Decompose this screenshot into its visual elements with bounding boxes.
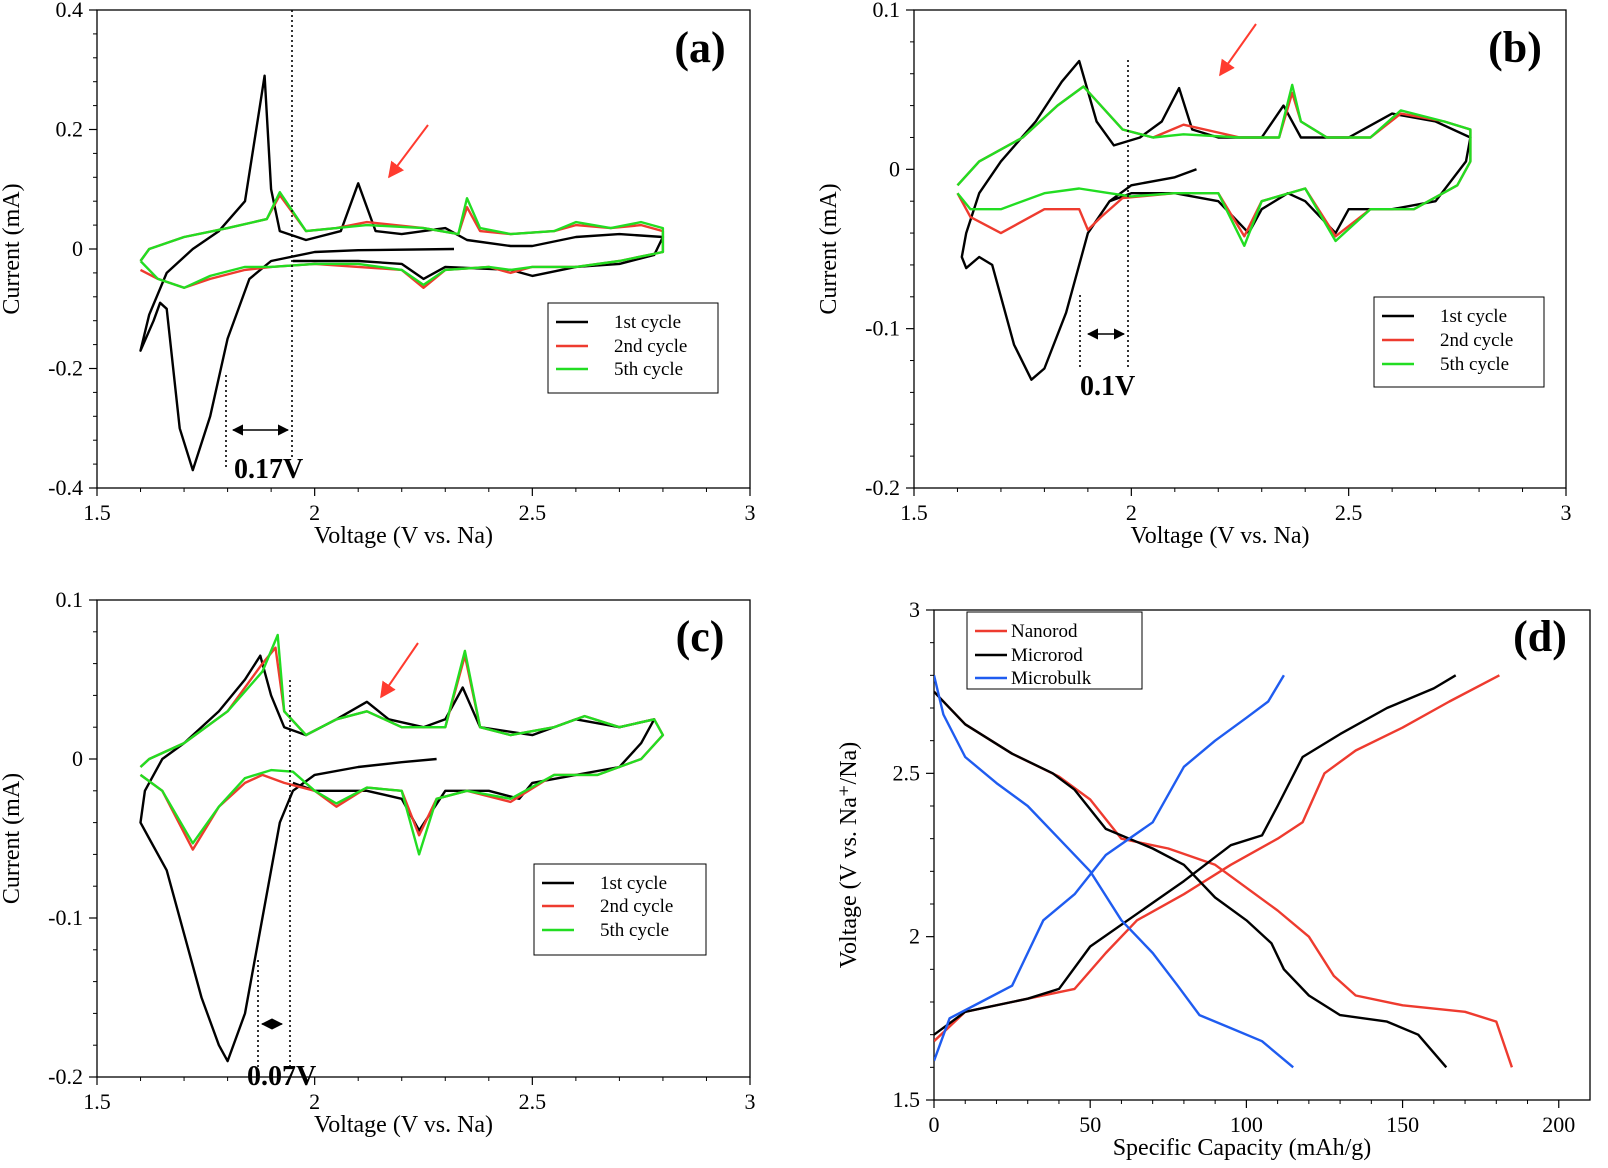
legend-label: 5th cycle — [600, 920, 669, 941]
legend-label: Nanorod — [1011, 621, 1078, 642]
panel-label: (b) — [1488, 23, 1542, 72]
legend-box — [1373, 296, 1545, 388]
x-tick-label: 150 — [1386, 1112, 1419, 1137]
legend-label: 1st cycle — [1440, 306, 1507, 327]
x-tick-label: 3 — [1561, 500, 1572, 525]
x-tick-label: 3 — [745, 500, 756, 525]
y-tick-label: -0.1 — [865, 316, 900, 341]
series-line-microbulk — [934, 675, 1294, 1069]
series-line-2nd-cycle — [956, 85, 1472, 238]
x-tick-label: 2.5 — [519, 1089, 547, 1114]
legend-label: 2nd cycle — [1440, 330, 1513, 351]
series-line-5th-cycle — [956, 83, 1472, 247]
y-axis-label: Voltage (V vs. Na⁺/Na) — [836, 742, 862, 968]
y-tick-label: 0.4 — [56, 0, 84, 22]
data-layer — [956, 59, 1472, 381]
series-line-microrod — [934, 690, 1448, 1069]
panel-b: 1.5 2 2.5 3 -0.2 -0.1 0 0.1 Voltage (V vs. Na) Cu… — [816, 0, 1572, 549]
series-line-5th-cycle — [139, 633, 665, 856]
x-axis-label: Specific Capacity (mAh/g) — [1113, 1135, 1372, 1161]
x-tick-label: 2 — [1126, 500, 1137, 525]
legend-label: 5th cycle — [614, 359, 683, 380]
y-tick-label: 0.1 — [873, 0, 901, 22]
voltage-gap-label: 0.17V — [234, 454, 303, 485]
x-axis-label: Voltage (V vs. Na) — [314, 523, 493, 549]
series-line-1st-cycle — [960, 59, 1472, 381]
x-tick-label: 1.5 — [83, 500, 111, 525]
y-tick-label: -0.1 — [48, 905, 83, 930]
y-axis-label: Current (mA) — [0, 773, 25, 904]
plot-frame — [913, 9, 1567, 489]
x-tick-label: 2.5 — [519, 500, 547, 525]
series-line-1st-cycle — [139, 74, 665, 472]
y-tick-label: 0.1 — [56, 587, 84, 612]
x-tick-label: 2 — [309, 1089, 320, 1114]
y-tick-label: 0 — [72, 746, 83, 771]
y-tick-label: -0.2 — [48, 356, 83, 381]
y-tick-label: -0.4 — [48, 475, 83, 500]
highlight-arrow — [1219, 23, 1257, 77]
legend-label: Microbulk — [1011, 668, 1092, 689]
y-tick-label: 0.2 — [56, 117, 84, 142]
legend-box — [966, 611, 1143, 690]
y-tick-label: 0 — [889, 156, 900, 181]
voltage-gap-label: 0.1V — [1080, 371, 1135, 402]
legend-label: 1st cycle — [614, 312, 681, 333]
legend-label: 2nd cycle — [600, 896, 673, 917]
series-line-nanorod — [934, 674, 1500, 1043]
x-axis-label: Voltage (V vs. Na) — [314, 1112, 493, 1138]
y-tick-label: 2 — [909, 924, 920, 949]
highlight-arrow — [388, 124, 429, 179]
series-line-microbulk — [934, 674, 1285, 1062]
legend-box — [533, 863, 707, 956]
x-tick-label: 2.5 — [1335, 500, 1363, 525]
series-line-5th-cycle — [139, 191, 665, 289]
y-tick-label: 2.5 — [893, 760, 921, 785]
y-tick-label: -0.2 — [48, 1064, 83, 1089]
y-axis-label: Current (mA) — [0, 183, 25, 314]
series-line-2nd-cycle — [139, 646, 665, 851]
panel-c: 1.5 2 2.5 3 -0.2 -0.1 0 0.1 Voltage (V vs. Na) Cu… — [0, 587, 756, 1138]
voltage-gap-label: 0.07V — [247, 1061, 316, 1092]
x-tick-label: 0 — [929, 1112, 940, 1137]
x-tick-label: 50 — [1079, 1112, 1101, 1137]
x-tick-label: 1.5 — [83, 1089, 111, 1114]
plot-frame — [933, 609, 1591, 1101]
series-line-nanorod — [934, 690, 1514, 1068]
legend-label: Microrod — [1011, 645, 1083, 666]
panel-d: 0 50 100 150 200 1.5 2 2.5 3 Specific Capacity (m… — [836, 597, 1591, 1161]
panel-a: 1.5 2 2.5 3 -0.4 -0.2 0 0.2 0.4 Voltage (V vs. Na… — [0, 0, 756, 549]
legend-label: 2nd cycle — [614, 336, 687, 357]
legend-label: 1st cycle — [600, 873, 667, 894]
x-tick-label: 100 — [1230, 1112, 1263, 1137]
x-axis-label: Voltage (V vs. Na) — [1130, 523, 1309, 549]
legend-box — [547, 302, 719, 394]
x-tick-label: 2 — [309, 500, 320, 525]
x-tick-label: 3 — [745, 1089, 756, 1114]
plot-frame — [96, 599, 751, 1078]
highlight-arrow — [380, 642, 419, 699]
y-tick-label: 3 — [909, 597, 920, 622]
x-tick-label: 1.5 — [900, 500, 928, 525]
data-layer — [934, 674, 1514, 1069]
series-line-1st-cycle — [139, 654, 656, 1063]
data-layer — [139, 74, 665, 472]
y-tick-label: -0.2 — [865, 475, 900, 500]
panel-label: (d) — [1513, 612, 1567, 661]
y-axis-label: Current (mA) — [816, 183, 842, 314]
series-line-microrod — [934, 674, 1457, 1036]
x-tick-label: 200 — [1542, 1112, 1575, 1137]
panel-label: (c) — [676, 612, 725, 661]
legend-label: 5th cycle — [1440, 354, 1509, 375]
y-tick-label: 1.5 — [893, 1087, 921, 1112]
data-layer — [139, 633, 665, 1063]
panel-label: (a) — [674, 23, 725, 72]
y-tick-label: 0 — [72, 236, 83, 261]
